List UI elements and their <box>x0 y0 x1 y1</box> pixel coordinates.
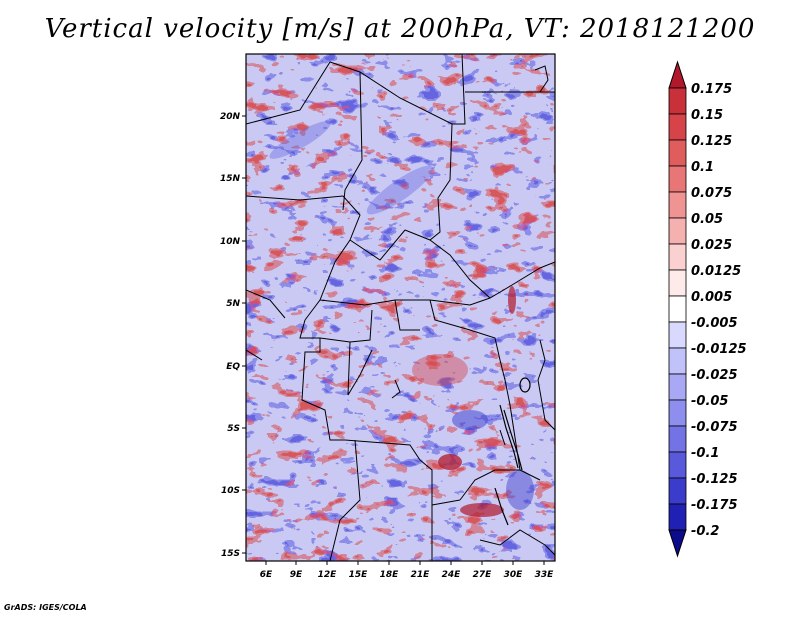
colorbar: 0.175 0.15 0.125 0.1 0.075 0.05 0.025 0.0125 0.0… <box>668 60 747 558</box>
lat-tick-label: 20N <box>220 112 241 122</box>
colorbar-swatch <box>668 87 687 115</box>
lat-tick-label: 10N <box>220 237 241 247</box>
colorbar-label: 0.0125 <box>691 264 741 279</box>
lon-tick-label: 9E <box>290 570 303 580</box>
lon-tick-label: 27E <box>473 570 493 580</box>
colorbar-label: -0.005 <box>691 316 738 331</box>
colorbar-label: 0.025 <box>691 238 732 253</box>
lon-tick-label: 21E <box>411 570 431 580</box>
colorbar-swatch <box>668 321 687 349</box>
colorbar-label: -0.025 <box>691 368 738 383</box>
lon-tick-label: 18E <box>380 570 400 580</box>
colorbar-swatch <box>668 139 687 167</box>
colorbar-label: 0.005 <box>691 290 732 305</box>
grads-credit: GrADS: IGES/COLA <box>4 603 87 612</box>
colorbar-label: -0.2 <box>691 524 719 539</box>
colorbar-label: -0.125 <box>691 472 738 487</box>
colorbar-swatch <box>668 347 687 375</box>
colorbar-swatch <box>668 503 687 531</box>
colorbar-label: -0.0125 <box>691 342 747 357</box>
colorbar-min-arrow <box>668 529 687 558</box>
colorbar-label: 0.1 <box>691 160 714 175</box>
lon-tick-label: 6E <box>260 570 273 580</box>
colorbar-label: -0.175 <box>691 498 738 513</box>
colorbar-swatch <box>668 269 687 297</box>
lon-tick-label: 12E <box>318 570 338 580</box>
lat-tick-label: 5S <box>227 424 240 434</box>
lon-tick-label: 33E <box>535 570 555 580</box>
lat-axis: 20N 15N 10N 5N EQ 5S 10S 15S <box>220 112 246 559</box>
colorbar-swatch <box>668 451 687 479</box>
lat-tick-label: 15S <box>221 549 240 559</box>
map-title: Vertical velocity [m/s] at 200hPa, VT: 2… <box>44 14 756 44</box>
colorbar-label: 0.125 <box>691 134 732 149</box>
colorbar-swatch <box>668 243 687 271</box>
lat-tick-label: EQ <box>226 362 240 372</box>
colorbar-swatch <box>668 295 687 323</box>
velocity-field <box>246 54 555 561</box>
colorbar-label: -0.05 <box>691 394 728 409</box>
colorbar-swatch <box>668 399 687 427</box>
lon-axis: 6E 9E 12E 15E 18E 21E 24E 27E 30E 33E <box>260 561 554 580</box>
colorbar-swatch <box>668 425 687 453</box>
colorbar-label: 0.15 <box>691 108 723 123</box>
lat-tick-label: 15N <box>220 174 241 184</box>
lon-tick-label: 24E <box>442 570 462 580</box>
colorbar-label: -0.075 <box>691 420 738 435</box>
colorbar-swatch <box>668 165 687 193</box>
colorbar-max-arrow <box>668 60 687 89</box>
colorbar-swatch <box>668 191 687 219</box>
lon-tick-label: 30E <box>504 570 524 580</box>
lat-tick-label: 10S <box>221 486 240 496</box>
colorbar-label: 0.05 <box>691 212 723 227</box>
colorbar-swatch <box>668 373 687 401</box>
lon-tick-label: 15E <box>349 570 369 580</box>
map-frame <box>245 53 556 562</box>
colorbar-label: 0.175 <box>691 82 732 97</box>
country-borders <box>246 54 555 561</box>
colorbar-label: 0.075 <box>691 186 732 201</box>
colorbar-label: -0.1 <box>691 446 719 461</box>
colorbar-swatch <box>668 113 687 141</box>
colorbar-swatch <box>668 477 687 505</box>
colorbar-swatch <box>668 217 687 245</box>
lat-tick-label: 5N <box>226 299 240 309</box>
